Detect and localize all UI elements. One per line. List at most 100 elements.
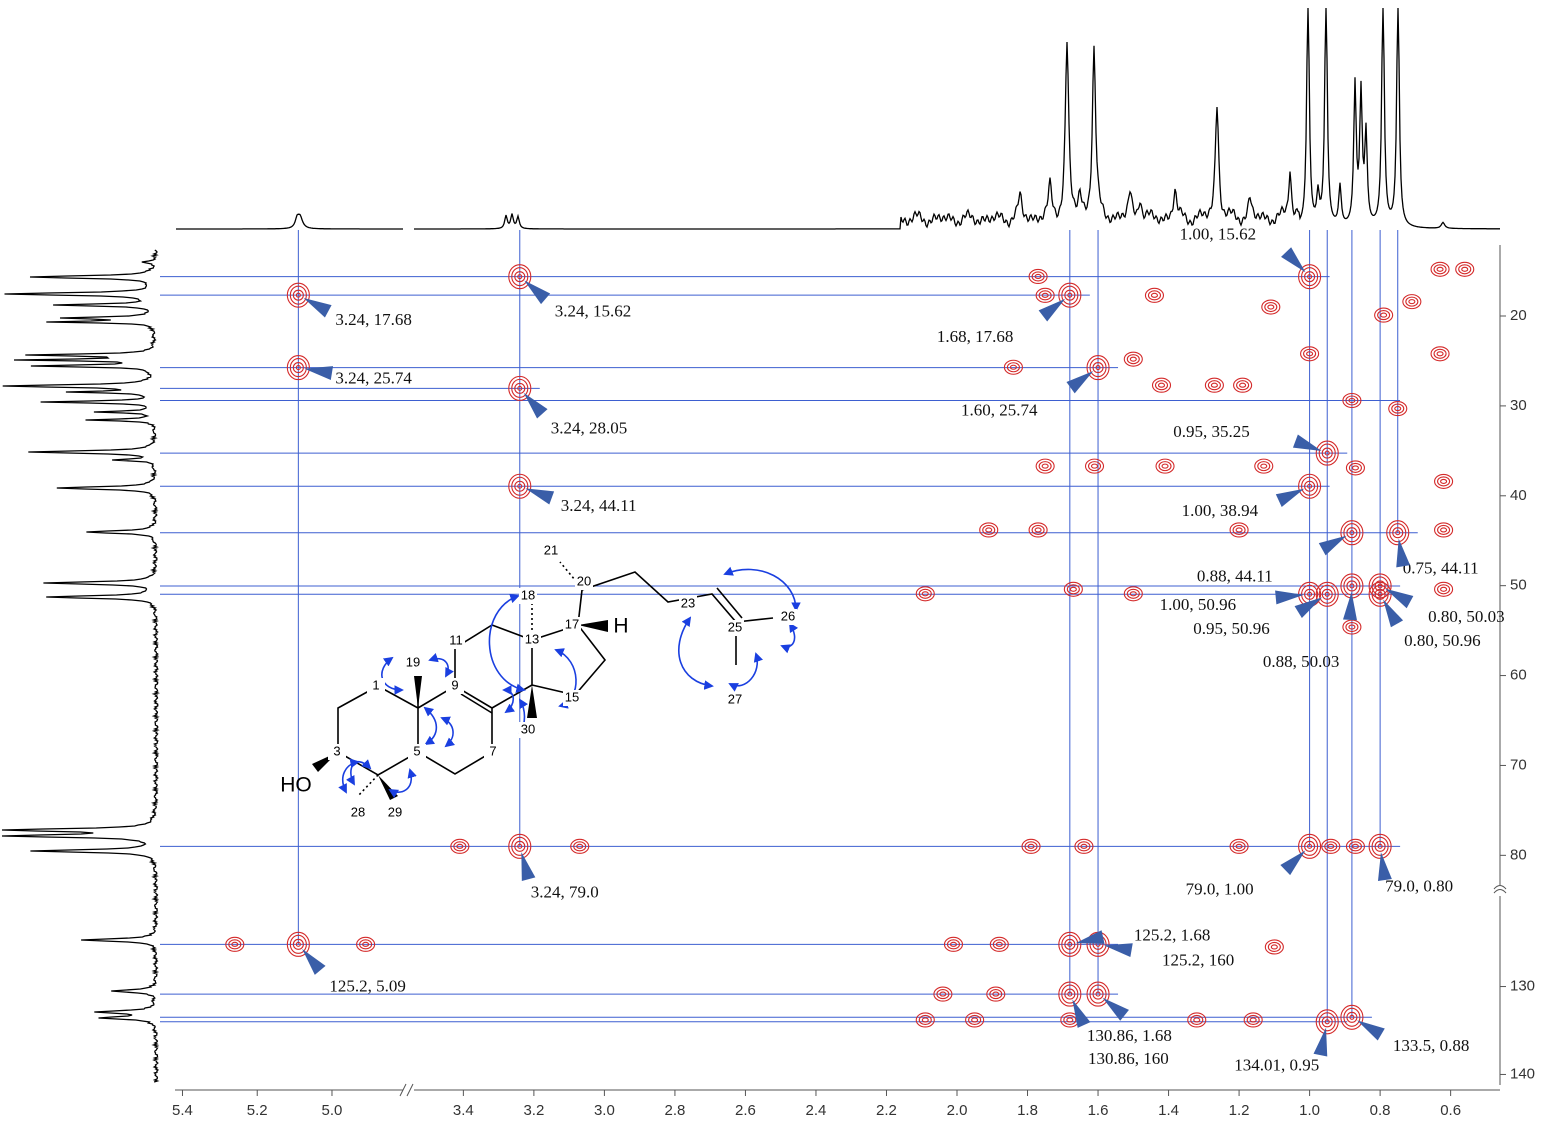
contour-ring (1067, 991, 1073, 997)
contour-ring (1155, 458, 1175, 474)
y-tick-label: 20 (1510, 307, 1527, 324)
contour-ring (1321, 838, 1341, 854)
contour-ring (1058, 931, 1082, 957)
contour-ring (1374, 580, 1386, 592)
contour-ring (1303, 348, 1317, 359)
contour-ring (1301, 476, 1319, 496)
contour-ring (1157, 382, 1166, 388)
cross-peak (1187, 1012, 1207, 1028)
annotation-arrow (1377, 852, 1392, 881)
contour-ring (1066, 1017, 1074, 1023)
annotation-label: 3.24, 17.68 (335, 310, 412, 329)
contour-ring (1264, 301, 1278, 313)
contour-ring (1300, 346, 1320, 362)
contour-ring (1304, 840, 1316, 852)
cross-peak (965, 1012, 985, 1028)
atom-label: 17 (565, 616, 579, 631)
cross-peak (1086, 981, 1110, 1007)
hmbc-arrow (678, 616, 714, 690)
axes: 5.4 5.2 5.0 3.4 3.2 3.0 2.8 2.6 2.4 2.2 2.0 1.8 1.6 1… (172, 245, 1535, 1119)
x-tick-label: 3.0 (594, 1102, 615, 1119)
carbon-spectrum (1, 249, 161, 1083)
contour-ring (939, 991, 947, 997)
annotations: 3.24, 17.68 3.24, 15.62 3.24, 25.74 3.24, 2… (302, 225, 1505, 1075)
contour-ring (1345, 460, 1365, 476)
cross-peak (1374, 307, 1394, 323)
contour-ring (1348, 462, 1362, 473)
contour-ring (1324, 841, 1338, 852)
contour-ring (1368, 581, 1392, 607)
contour-ring (1267, 941, 1281, 953)
cross-peak (1261, 299, 1281, 315)
contour-ring (1041, 292, 1049, 298)
annotation-label: 0.80, 50.03 (1428, 607, 1505, 626)
contour-ring (1233, 377, 1253, 393)
contour-ring (508, 833, 532, 859)
contour-ring (1391, 403, 1405, 414)
contour-ring (921, 591, 929, 597)
annotation-label: 125.2, 160 (1162, 950, 1234, 969)
cross-peak (1342, 392, 1362, 409)
cross-peak (1368, 833, 1392, 859)
x-tick-label: 0.6 (1440, 1102, 1461, 1119)
contour-ring (992, 939, 1006, 950)
contour-ring (453, 841, 467, 852)
annotation-label: 1.68, 17.68 (937, 327, 1014, 346)
contour-ring (1092, 362, 1104, 374)
contour-ring (1461, 266, 1469, 272)
hmbc-arrow (428, 653, 454, 678)
cross-peak (979, 522, 999, 538)
contour-ring (1061, 984, 1079, 1004)
contour-ring (1368, 833, 1392, 859)
contour-ring (1035, 458, 1055, 474)
annotation-arrow (524, 280, 551, 305)
contour-ring (1340, 520, 1364, 546)
contour-ring (1074, 838, 1094, 854)
x-tick-label: 2.8 (664, 1102, 685, 1119)
bond (337, 685, 419, 776)
cross-peak (1264, 939, 1284, 955)
contour-ring (289, 934, 307, 954)
contour-ring (517, 274, 523, 280)
contour-ring (1430, 346, 1450, 362)
cross-peak (1003, 359, 1023, 375)
y-tick-label: 50 (1510, 577, 1527, 594)
annotation-label: 0.75, 44.11 (1403, 559, 1479, 578)
cross-peak (1243, 1012, 1263, 1028)
cross-peak (1063, 581, 1083, 597)
contour-ring (1151, 377, 1172, 393)
contour-ring (456, 843, 464, 849)
contour-ring (1388, 401, 1408, 417)
annotation-arrow (1313, 1027, 1328, 1057)
contour-ring (1402, 294, 1422, 310)
contour-ring (1064, 289, 1076, 301)
hmbc-arrow (388, 768, 417, 799)
contour-ring (1345, 838, 1365, 854)
x-tick-label: 5.2 (247, 1102, 268, 1119)
contour-ring (1129, 356, 1137, 362)
hmbc-arrow (723, 566, 801, 612)
contour-ring (1318, 1012, 1336, 1032)
cross-peak (1123, 351, 1143, 367)
atom-label-bg (386, 805, 404, 821)
atom-label: 15 (565, 689, 579, 704)
contour-ring (576, 843, 584, 849)
contour-ring (514, 382, 526, 394)
contour-ring (517, 843, 523, 849)
x-tick-label: 1.2 (1229, 1102, 1250, 1119)
cross-peak (450, 838, 470, 854)
contour-ring (1307, 483, 1313, 489)
bond (417, 685, 493, 775)
contour-ring (1190, 1014, 1204, 1025)
cross-peak (1021, 838, 1041, 854)
contour-ring (1437, 524, 1451, 535)
cross-peak (1028, 522, 1048, 538)
annotation-arrow (1281, 247, 1306, 273)
cross-peaks (225, 261, 1475, 1035)
cross-peak (1455, 261, 1475, 277)
contour-ring (1304, 271, 1316, 283)
contour-ring (1064, 988, 1076, 1000)
annotation-label: 125.2, 1.68 (1134, 925, 1211, 944)
annotation-label: 0.80, 50.96 (1404, 631, 1481, 650)
contour-ring (1063, 581, 1083, 597)
